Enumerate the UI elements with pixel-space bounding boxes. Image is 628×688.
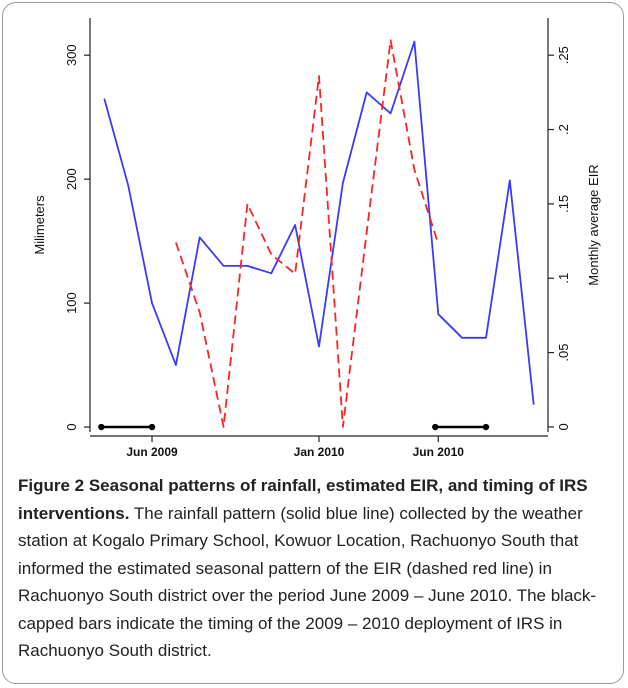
x-tick-label: Jun 2009 xyxy=(126,445,178,459)
y2-tick-label: 0 xyxy=(556,423,571,430)
y-tick-label: 300 xyxy=(64,44,79,66)
y2-tick-label: .05 xyxy=(556,344,571,362)
y-tick-label: 0 xyxy=(64,423,79,430)
series-line xyxy=(175,39,440,428)
caption-text: The rainfall pattern (solid blue line) c… xyxy=(18,503,597,661)
y-axis-label: Milimeters xyxy=(32,195,47,255)
irs-cap xyxy=(98,423,105,431)
caption-title: Figure 2 Seasonal patterns of rainfall, … xyxy=(18,476,588,523)
y2-tick-label: .1 xyxy=(556,273,571,284)
series-line xyxy=(103,40,535,405)
y-tick-label: 100 xyxy=(64,292,79,314)
caption: Figure 2 Seasonal patterns of rainfall, … xyxy=(18,472,614,665)
irs-cap xyxy=(432,423,439,431)
x-tick-label: Jan 2010 xyxy=(294,445,345,459)
y-tick-label: 200 xyxy=(64,168,79,190)
irs-cap xyxy=(148,423,156,431)
x-tick-label: Jun 2010 xyxy=(413,445,465,459)
chart: Milimeters Monthly average EIR 0 100 200 30… xyxy=(32,18,601,459)
y2-tick-label: .15 xyxy=(556,195,571,213)
y2-tick-label: .2 xyxy=(556,124,571,135)
irs-cap xyxy=(482,423,490,431)
y2-tick-label: .25 xyxy=(556,46,571,64)
y2-axis-label: Monthly average EIR xyxy=(586,164,601,285)
